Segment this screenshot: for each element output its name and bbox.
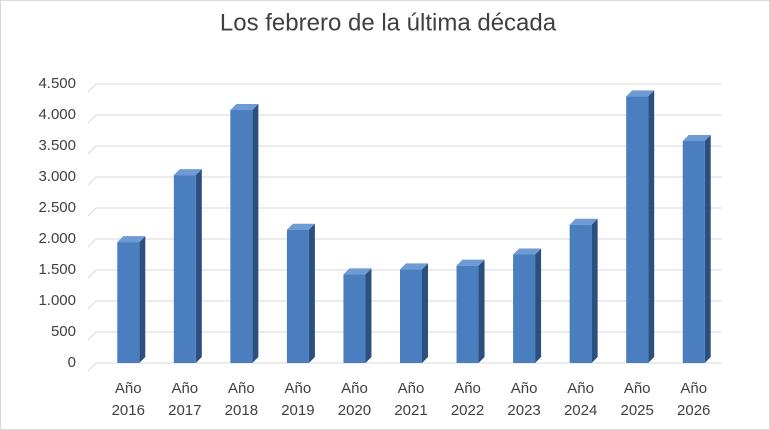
grid-line-depth <box>87 269 97 279</box>
bar-side <box>648 90 655 364</box>
bar-top <box>117 236 146 243</box>
y-tick-label: 1.000 <box>38 292 76 309</box>
grid-line-depth <box>87 238 97 248</box>
bar <box>569 224 592 363</box>
y-tick-label: 2.000 <box>38 230 76 247</box>
bar <box>456 265 479 363</box>
bar-side <box>704 135 711 363</box>
bar-side <box>252 104 259 363</box>
y-tick-label: 3.500 <box>38 137 76 154</box>
y-tick-label: 0 <box>68 354 76 371</box>
y-tick-label: 4.500 <box>38 75 76 92</box>
bar <box>343 274 366 363</box>
bar-top <box>513 248 542 255</box>
bar-top <box>626 90 655 97</box>
bar-top <box>230 104 259 111</box>
x-tick-label: Año 2021 <box>394 380 427 419</box>
y-tick-label: 3.000 <box>38 168 76 185</box>
bar-top <box>286 223 315 230</box>
x-tick-label: Año 2025 <box>620 380 653 419</box>
bar-side <box>535 248 542 363</box>
grid-line-depth <box>87 176 97 186</box>
y-tick-label: 500 <box>51 323 76 340</box>
grid-line-depth <box>87 300 97 310</box>
bar-top <box>569 218 598 225</box>
bar-top <box>343 268 372 275</box>
bar <box>117 242 140 363</box>
x-tick-label: Año 2022 <box>451 380 484 419</box>
bar <box>626 96 649 364</box>
y-tick-label: 4.000 <box>38 106 76 123</box>
x-tick-label: Año 2026 <box>677 380 710 419</box>
x-tick-label: Año 2018 <box>225 380 258 419</box>
bar <box>173 175 196 363</box>
bar <box>286 229 309 363</box>
bar-side <box>422 263 428 363</box>
bar-side <box>195 169 202 363</box>
x-tick-label: Año 2016 <box>112 380 145 419</box>
grid-line-depth <box>87 114 97 124</box>
x-tick-label: Año 2024 <box>564 380 597 419</box>
grid-line-depth <box>87 145 97 155</box>
bar <box>682 141 705 363</box>
y-tick-label: 1.500 <box>38 261 76 278</box>
bar-top <box>456 259 485 266</box>
grid-line-depth <box>87 83 97 93</box>
x-tick-label: Año 2017 <box>168 380 201 419</box>
grid-line-depth <box>87 331 97 341</box>
x-tick-label: Año 2023 <box>507 380 540 419</box>
bar-side <box>365 268 372 363</box>
y-tick-label: 2.500 <box>38 199 76 216</box>
bar <box>400 269 422 363</box>
grid-line-depth <box>87 207 97 217</box>
bar-side <box>308 223 315 363</box>
bar-side <box>478 259 485 363</box>
bar-side <box>139 236 146 363</box>
bar-top <box>173 169 202 176</box>
bar-top <box>682 135 711 142</box>
x-tick-label: Año 2019 <box>281 380 314 419</box>
x-tick-label: Año 2020 <box>338 380 371 419</box>
chart-title: Los febrero de la última década <box>220 9 557 36</box>
bar <box>230 110 253 363</box>
bar-side <box>591 218 598 363</box>
grid-line-depth <box>87 362 97 372</box>
bar <box>513 254 536 363</box>
bar-top <box>400 263 428 270</box>
